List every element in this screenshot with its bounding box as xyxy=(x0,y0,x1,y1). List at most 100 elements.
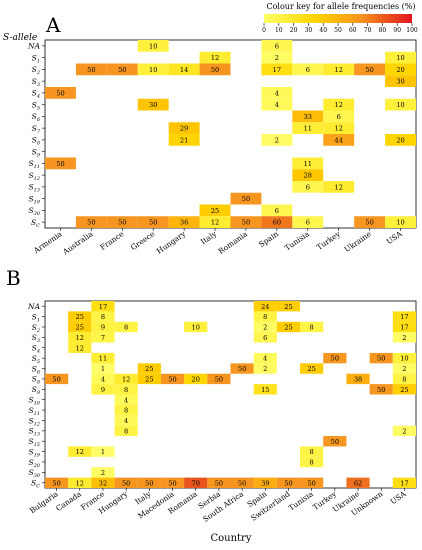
cell-value-label: 50 xyxy=(118,66,126,74)
x-tick-label: Italy xyxy=(199,229,219,247)
heatmap-cell xyxy=(392,477,416,488)
heatmap-cell xyxy=(137,373,161,385)
heatmap-cell xyxy=(230,192,262,205)
y-tick-label: S9 xyxy=(32,147,41,158)
colour-key-tick-label: 20 xyxy=(290,27,298,34)
colour-key-tick-label: 60 xyxy=(349,27,357,34)
cell-value-label: 12 xyxy=(335,101,343,109)
cell-value-label: 8 xyxy=(310,324,314,332)
heatmap-cell xyxy=(253,363,277,374)
heatmap-cell xyxy=(114,384,138,395)
cell-value-label: 60 xyxy=(273,219,281,227)
cell-value-label: 6 xyxy=(275,207,279,215)
cell-value-label: 25 xyxy=(76,313,84,321)
x-tick-label: Bulgaria xyxy=(28,489,60,515)
x-tick-label: Tunisia xyxy=(283,229,311,253)
cell-value-label: 12 xyxy=(335,183,343,191)
cell-value-label: 24 xyxy=(261,303,269,311)
panel-b-label: B xyxy=(6,266,21,290)
cell-value-label: 50 xyxy=(331,355,339,363)
cell-value-label: 9 xyxy=(101,324,105,332)
y-tick-label: S2 xyxy=(32,323,40,334)
heatmap-cell xyxy=(346,477,370,488)
cell-value-label: 28 xyxy=(304,172,312,180)
heatmap-cell xyxy=(253,352,277,364)
cell-value-label: 7 xyxy=(101,334,105,342)
heatmap-cell xyxy=(207,373,231,385)
cell-value-label: 50 xyxy=(365,219,373,227)
cell-value-label: 17 xyxy=(273,66,281,74)
colour-key-tick-label: 40 xyxy=(319,27,327,34)
y-tick-label: S3 xyxy=(32,333,40,344)
colour-key-tick-label: 30 xyxy=(305,27,313,34)
cell-value-label: 10 xyxy=(192,324,200,332)
heatmap-cell xyxy=(354,63,386,76)
colour-key-bar xyxy=(264,14,412,23)
heatmap-cell xyxy=(207,477,231,488)
heatmap-cell xyxy=(369,384,393,395)
cell-value-label: 33 xyxy=(304,113,312,121)
heatmap-cell xyxy=(68,332,92,343)
y-tick-label: S5 xyxy=(32,354,40,365)
heatmap-cell xyxy=(261,134,293,146)
heatmap-cell xyxy=(300,363,324,374)
cell-value-label: 2 xyxy=(275,54,279,62)
cell-value-label: 12 xyxy=(76,448,84,456)
cell-value-label: 50 xyxy=(145,479,153,487)
cell-value-label: 50 xyxy=(238,479,246,487)
heatmap-cell xyxy=(253,477,277,488)
heatmap-cell xyxy=(68,311,92,322)
heatmap-cell xyxy=(91,321,115,333)
cell-value-label: 8 xyxy=(402,376,406,384)
cell-value-label: 4 xyxy=(263,355,267,363)
cell-value-label: 12 xyxy=(335,125,343,133)
x-axis-title: Country xyxy=(210,533,251,544)
cell-value-label: 30 xyxy=(396,78,404,86)
cell-value-label: 50 xyxy=(149,219,157,227)
y-tick-label: S11 xyxy=(28,406,40,417)
cell-value-label: 8 xyxy=(124,427,128,435)
cell-value-label: 25 xyxy=(284,324,292,332)
cell-value-label: 12 xyxy=(211,54,219,62)
heatmap-cell xyxy=(261,98,293,111)
cell-value-label: 6 xyxy=(263,334,267,342)
heatmap-cell xyxy=(253,321,277,333)
cell-value-label: 4 xyxy=(124,417,128,425)
x-tick-label: Ukraine xyxy=(343,229,374,254)
y-tick-label: S2 xyxy=(32,65,40,76)
cell-value-label: 10 xyxy=(149,42,157,50)
y-tick-label: S1 xyxy=(32,312,40,323)
cell-value-label: 2 xyxy=(263,324,267,332)
y-tick-label: S19 xyxy=(28,194,40,205)
cell-value-label: 8 xyxy=(124,386,128,394)
heatmap-cell xyxy=(385,98,416,111)
cell-value-label: 20 xyxy=(192,376,200,384)
cell-value-label: 4 xyxy=(124,396,128,404)
heatmap-cell xyxy=(385,216,416,228)
y-tick-label: S20 xyxy=(28,458,40,469)
cell-value-label: 2 xyxy=(263,365,267,373)
y-tick-label: S6 xyxy=(32,112,41,123)
y-tick-label: S3 xyxy=(32,77,40,88)
heatmap-cell xyxy=(261,63,293,76)
cell-value-label: 44 xyxy=(335,136,343,144)
heatmap-cell xyxy=(230,216,262,228)
cell-value-label: 25 xyxy=(307,365,315,373)
colour-key-tick-label: 50 xyxy=(334,27,342,34)
cell-value-label: 12 xyxy=(76,479,84,487)
heatmap-cell xyxy=(91,446,115,457)
heatmap-cell xyxy=(137,363,161,374)
heatmap-cell xyxy=(199,204,231,217)
heatmap-cell xyxy=(45,477,69,488)
heatmap-cell xyxy=(75,216,107,228)
cell-value-label: 32 xyxy=(99,479,107,487)
heatmap-cell xyxy=(292,216,324,228)
heatmap-cell xyxy=(323,436,347,447)
heatmap-cell xyxy=(385,134,416,146)
cell-value-label: 50 xyxy=(211,66,219,74)
heatmap-cell xyxy=(230,477,254,488)
cell-value-label: 50 xyxy=(238,365,246,373)
y-tick-label: S9 xyxy=(32,385,41,396)
heatmap-cell xyxy=(261,87,293,99)
